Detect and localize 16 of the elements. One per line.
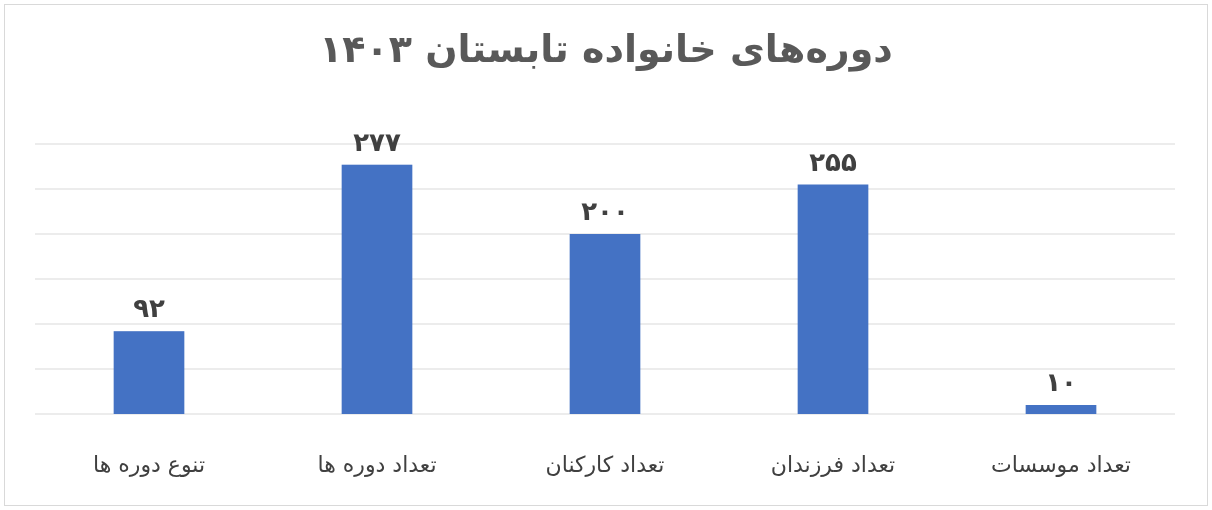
chart-title: دوره‌های خانواده تابستان ۱۴۰۳ <box>319 27 893 72</box>
bar <box>797 184 869 414</box>
data-label: ۲۷۷ <box>353 126 401 157</box>
data-label: ۲۵۵ <box>809 146 857 177</box>
bar <box>1025 405 1097 414</box>
data-label: ۲۰۰ <box>581 196 629 226</box>
x-tick-label: تنوع دوره ها <box>92 452 206 477</box>
bar <box>341 164 413 414</box>
x-tick-label: تعداد فرزندان <box>770 452 896 477</box>
data-label: ۱۰ <box>1045 367 1077 397</box>
bar <box>569 234 641 414</box>
x-tick-label: تعداد کارکنان <box>545 452 665 477</box>
data-label: ۹۲ <box>133 293 165 324</box>
bar <box>113 331 185 414</box>
x-tick-label: تعداد دوره ها <box>317 452 437 477</box>
x-tick-label: تعداد موسسات <box>991 452 1131 477</box>
